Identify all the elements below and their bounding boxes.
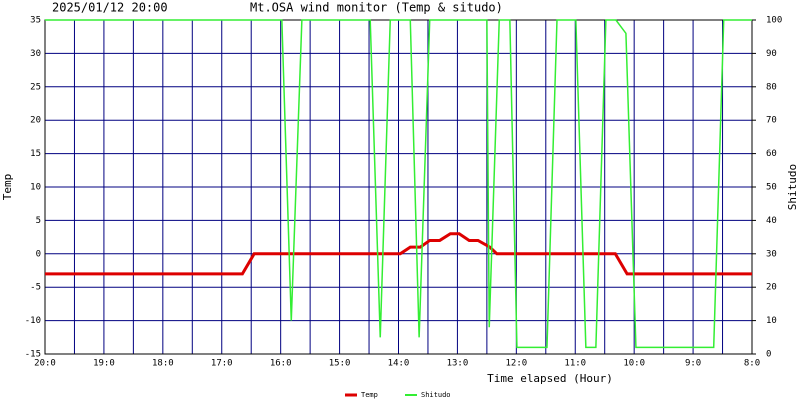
legend-label: Shitudo (421, 391, 451, 399)
x-tick-label: 10:0 (623, 359, 645, 369)
y-tick-label: 25 (30, 82, 41, 92)
y2-tick-label: 100 (766, 16, 782, 26)
y-tick-label: 0 (36, 249, 41, 259)
x-tick-label: 9:0 (685, 359, 701, 369)
y2-tick-label: 40 (766, 216, 777, 226)
x-tick-label: 8:0 (744, 359, 760, 369)
x-tick-label: 15:0 (329, 359, 351, 369)
y2-tick-label: 70 (766, 116, 777, 126)
y2-tick-label: 50 (766, 183, 777, 193)
chart-date: 2025/01/12 20:00 (52, 1, 168, 15)
x-tick-label: 11:0 (564, 359, 586, 369)
y2-tick-label: 90 (766, 49, 777, 59)
x-tick-label: 12:0 (505, 359, 527, 369)
x-tick-label: 19:0 (93, 359, 115, 369)
y-tick-label: 30 (30, 49, 41, 59)
x-tick-label: 20:0 (34, 359, 56, 369)
x-tick-label: 18:0 (152, 359, 174, 369)
y-tick-label: 5 (36, 216, 41, 226)
chart-title: Mt.OSA wind monitor (Temp & situdo) (250, 1, 503, 15)
x-tick-label: 13:0 (447, 359, 469, 369)
y-tick-label: 10 (30, 183, 41, 193)
y-tick-label: 15 (30, 149, 41, 159)
y2-tick-label: 80 (766, 82, 777, 92)
legend-label: Temp (361, 391, 378, 399)
x-axis-label: Time elapsed (Hour) (487, 372, 613, 385)
x-tick-label: 14:0 (388, 359, 410, 369)
x-tick-label: 16:0 (270, 359, 292, 369)
y-axis-label: Temp (1, 174, 14, 201)
y-tick-label: -15 (25, 350, 41, 360)
y-tick-label: -10 (25, 316, 41, 326)
series-line (45, 19, 752, 349)
y2-tick-label: 60 (766, 149, 777, 159)
y2-axis-label: Shitudo (786, 164, 799, 210)
x-tick-label: 17:0 (211, 359, 233, 369)
y-tick-label: 20 (30, 116, 41, 126)
y2-tick-label: 30 (766, 249, 777, 259)
y2-tick-label: 0 (766, 350, 771, 360)
y2-tick-label: 10 (766, 316, 777, 326)
y2-tick-label: 20 (766, 283, 777, 293)
y-tick-label: -5 (30, 283, 41, 293)
y-tick-label: 35 (30, 16, 41, 26)
series-line (45, 232, 752, 276)
